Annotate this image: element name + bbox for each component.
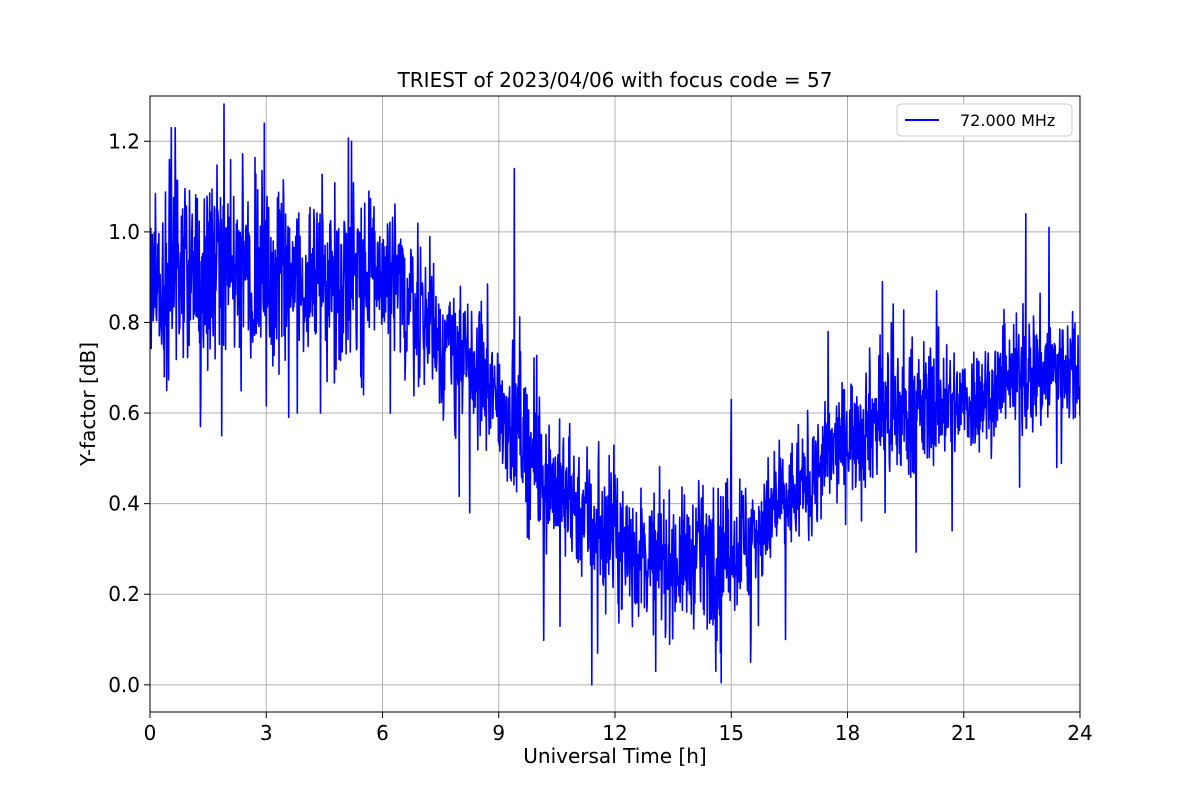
- legend-label: 72.000 MHz: [960, 111, 1055, 130]
- y-tick-label: 1.0: [108, 220, 140, 244]
- y-tick-label: 0.8: [108, 310, 140, 334]
- y-tick-label: 0.0: [108, 673, 140, 697]
- x-tick-label: 0: [144, 721, 157, 745]
- legend: 72.000 MHz: [896, 103, 1073, 137]
- x-tick-label: 15: [719, 721, 744, 745]
- x-tick-label: 3: [260, 721, 273, 745]
- x-tick-label: 21: [951, 721, 976, 745]
- series-line-72mhz: [150, 103, 1080, 686]
- x-tick-label: 12: [602, 721, 627, 745]
- x-tick-label: 24: [1067, 721, 1092, 745]
- x-tick-label: 9: [492, 721, 505, 745]
- legend-box: [896, 103, 1073, 137]
- y-axis-label: Y-factor [dB]: [76, 342, 100, 467]
- series-layer: [150, 103, 1080, 686]
- chart-title: TRIEST of 2023/04/06 with focus code = 5…: [397, 68, 833, 92]
- y-axis: 0.0 0.2 0.4 0.6 0.8 1.0 1.2: [108, 129, 150, 697]
- x-tick-label: 18: [835, 721, 860, 745]
- x-axis: 0 3 6 9 12 15 18 21 24: [144, 712, 1093, 745]
- y-tick-label: 0.6: [108, 401, 140, 425]
- y-tick-label: 0.4: [108, 492, 140, 516]
- y-tick-label: 0.2: [108, 582, 140, 606]
- y-tick-label: 1.2: [108, 129, 140, 153]
- x-axis-label: Universal Time [h]: [523, 744, 706, 768]
- x-tick-label: 6: [376, 721, 389, 745]
